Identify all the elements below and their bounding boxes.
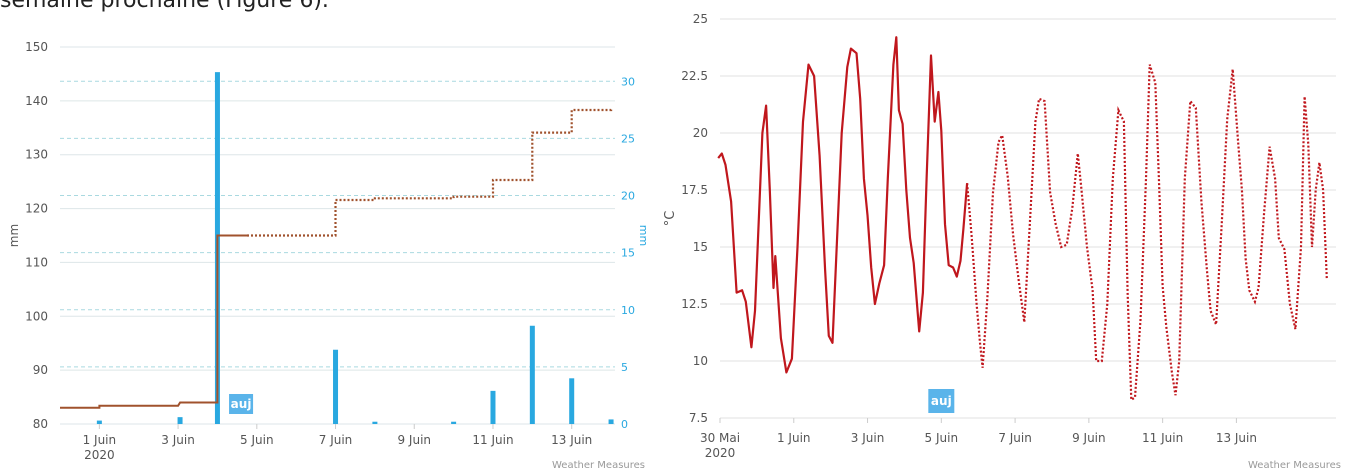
x-tick-label: 1 Juin	[777, 431, 811, 445]
temperature-chart: °C Weather Measures 7.5 10 12.5 15 17.5 20 22.…	[663, 12, 1341, 471]
today-badge	[928, 389, 955, 413]
caption-fragment: semaine prochaine (Figure 6).	[0, 0, 329, 13]
y-tick-label: 10	[693, 354, 708, 368]
x-tick-label: 3 Juin	[851, 431, 885, 445]
temperature-forecast-line	[966, 64, 1328, 402]
y-tick-label: 15	[693, 240, 708, 254]
y-tick-label: 150	[25, 40, 48, 54]
y-tick-label: 20	[693, 126, 708, 140]
y-tick-label: 130	[25, 148, 48, 162]
cumulative-forecast-line	[247, 107, 613, 237]
x-tick-label: 3 Juin	[161, 433, 195, 447]
x-tick-label: 30 Mai	[700, 431, 740, 445]
rain-bar	[96, 420, 102, 424]
x-tick-label: 9 Juin	[397, 433, 431, 447]
x-tick-sublabel: 2020	[84, 448, 115, 462]
right-axis-title: mm	[637, 225, 650, 246]
rain-bar	[569, 378, 575, 424]
x-tick-label: 13 Juin	[551, 433, 592, 447]
rainfall-chart: mm mm Weather Measures 80901001101201301…	[7, 40, 650, 471]
y-tick-label: 140	[25, 94, 48, 108]
rain-bar	[333, 349, 339, 424]
x-tick-label: 9 Juin	[1072, 431, 1106, 445]
left-axis-title: mm	[7, 224, 21, 247]
y-tick-label: 80	[33, 417, 48, 431]
rain-bar	[608, 419, 614, 424]
rain-bar	[451, 421, 457, 424]
credit-label: Weather Measures	[1248, 460, 1341, 471]
y-tick-label: 110	[25, 255, 48, 269]
x-tick-label: 7 Juin	[998, 431, 1032, 445]
y-tick-label: 7.5	[689, 411, 708, 425]
x-tick-label: 11 Juin	[1142, 431, 1183, 445]
x-tick-label: 13 Juin	[1216, 431, 1257, 445]
y-tick-label: 100	[25, 309, 48, 323]
y-tick-label: 12.5	[681, 297, 708, 311]
y-right-tick-label: 10	[621, 304, 635, 317]
y-tick-label: 90	[33, 363, 48, 377]
y-tick-label: 17.5	[681, 183, 708, 197]
y-right-tick-label: 20	[621, 190, 635, 203]
rain-bar	[177, 417, 183, 424]
y-right-tick-label: 25	[621, 132, 635, 145]
y-right-tick-label: 15	[621, 247, 635, 260]
today-badge-label: auj	[931, 394, 952, 408]
rain-bar	[529, 325, 535, 424]
credit-label: Weather Measures	[552, 460, 645, 471]
y-axis-title: °C	[663, 211, 678, 227]
y-right-tick-label: 5	[621, 361, 628, 374]
rain-bar	[490, 390, 496, 424]
x-tick-label: 7 Juin	[319, 433, 353, 447]
x-tick-label: 1 Juin	[83, 433, 117, 447]
y-right-tick-label: 0	[621, 418, 628, 431]
x-tick-sublabel: 2020	[705, 446, 736, 460]
x-tick-label: 11 Juin	[472, 433, 513, 447]
rain-bar	[372, 421, 378, 424]
cumulative-observed-line	[60, 234, 247, 409]
x-tick-label: 5 Juin	[925, 431, 959, 445]
x-tick-label: 5 Juin	[240, 433, 274, 447]
y-tick-label: 25	[693, 12, 708, 26]
y-tick-label: 22.5	[681, 69, 708, 83]
today-badge-label: auj	[231, 397, 252, 411]
today-badge	[229, 394, 254, 414]
temperature-observed-line	[717, 36, 969, 374]
y-right-tick-label: 30	[621, 75, 635, 88]
y-tick-label: 120	[25, 202, 48, 216]
